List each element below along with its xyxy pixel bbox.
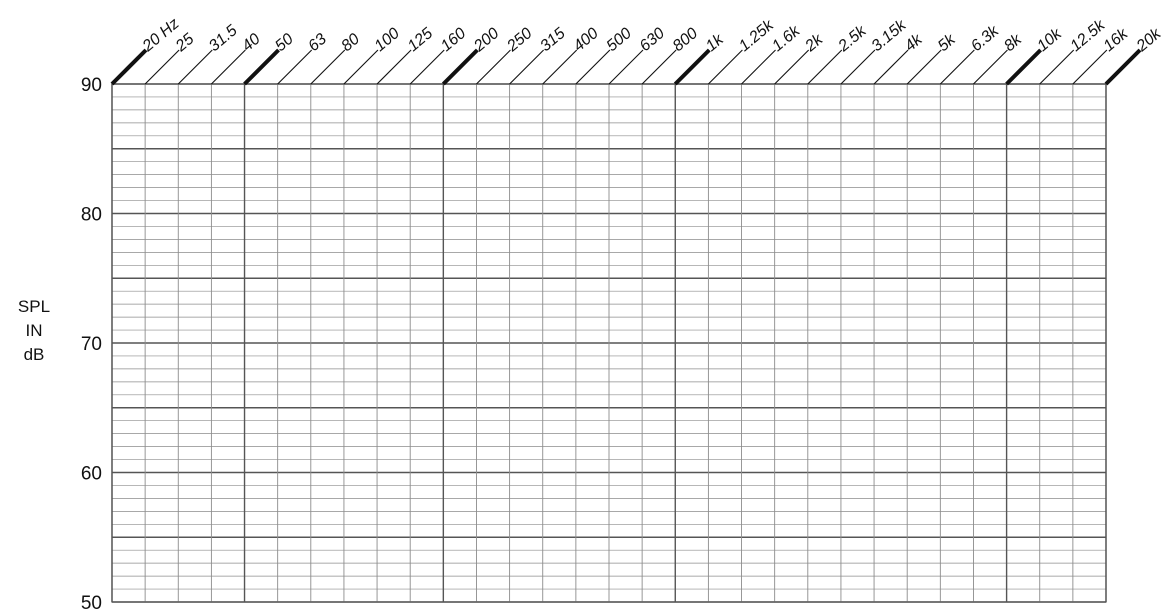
- x-tick-leader: [1039, 49, 1075, 85]
- y-axis-label-line: dB: [24, 345, 45, 364]
- x-tick-label: 31.5: [206, 22, 241, 55]
- x-tick-label: 800: [670, 25, 701, 55]
- x-tick-label: 630: [637, 25, 668, 55]
- x-tick-leader: [807, 49, 843, 85]
- y-axis-label: SPL IN dB: [18, 297, 50, 364]
- x-tick-leader: [509, 49, 544, 85]
- x-tick-leader: [840, 49, 876, 85]
- x-tick-leader: [376, 49, 412, 85]
- x-tick-label: 4k: [902, 31, 927, 56]
- x-tick-label: 2k: [802, 31, 827, 56]
- x-tick-label: 12.5k: [1067, 16, 1109, 55]
- y-tick-label: 80: [81, 205, 102, 226]
- x-tick-label: 100: [372, 25, 403, 55]
- x-tick-leader: [608, 49, 644, 85]
- x-tick-leader: [277, 49, 313, 85]
- x-tick-label: 160: [438, 25, 469, 55]
- x-tick-leader: [343, 49, 379, 85]
- x-tick-leader: [144, 49, 180, 85]
- x-tick-label: 250: [503, 25, 535, 56]
- y-tick-label: 90: [81, 75, 102, 96]
- x-tick-leader: [673, 48, 711, 86]
- x-tick-label: 25: [172, 31, 197, 56]
- x-tick-leader: [243, 48, 280, 86]
- x-tick-leader: [774, 49, 810, 85]
- x-tick-label: 6.3k: [968, 22, 1003, 55]
- x-tick-label: 125: [405, 25, 436, 55]
- y-tick-label: 70: [81, 334, 102, 355]
- x-tick-label: 500: [604, 25, 635, 55]
- x-tick-label: 80: [338, 31, 363, 56]
- x-tick-leader: [741, 49, 776, 85]
- y-tick-label: 50: [81, 593, 102, 614]
- y-axis-ticks: 90 80 70 60 50: [81, 75, 102, 614]
- x-tick-leader: [939, 49, 975, 85]
- x-tick-leader: [973, 49, 1008, 85]
- x-tick-label: 8k: [1001, 31, 1026, 56]
- x-tick-leader: [110, 48, 148, 86]
- x-tick-leader: [1104, 48, 1142, 86]
- x-tick-label: 315: [537, 25, 568, 55]
- x-tick-label: 1.25k: [736, 16, 778, 55]
- x-tick-leader: [708, 49, 743, 85]
- y-tick-label: 60: [81, 464, 102, 485]
- x-tick-label: 40: [239, 31, 264, 56]
- x-tick-leader: [441, 48, 479, 86]
- grid: [111, 83, 1107, 603]
- x-tick-label: 400: [570, 25, 601, 55]
- x-tick-leader: [575, 49, 611, 85]
- x-tick-leader: [542, 49, 578, 85]
- x-tick-leader: [177, 49, 213, 85]
- x-tick-label: 2.5k: [835, 22, 871, 56]
- x-tick-label: 3.15k: [869, 16, 911, 55]
- x-tick-leader: [1005, 48, 1043, 86]
- x-tick-leader: [310, 49, 346, 85]
- x-tick-label: 20 Hz: [139, 15, 183, 56]
- x-tick-leader: [873, 49, 909, 85]
- y-axis-label-line: SPL: [18, 297, 50, 316]
- x-tick-leader: [1072, 49, 1108, 85]
- x-tick-leader: [641, 49, 677, 85]
- y-axis-label-line: IN: [26, 321, 43, 340]
- x-tick-label: 63: [305, 31, 330, 56]
- x-tick-leader: [409, 49, 445, 85]
- x-tick-label: 5k: [935, 31, 960, 56]
- x-tick-leader: [211, 49, 246, 85]
- x-tick-leader: [476, 49, 511, 85]
- x-tick-leader: [906, 49, 942, 85]
